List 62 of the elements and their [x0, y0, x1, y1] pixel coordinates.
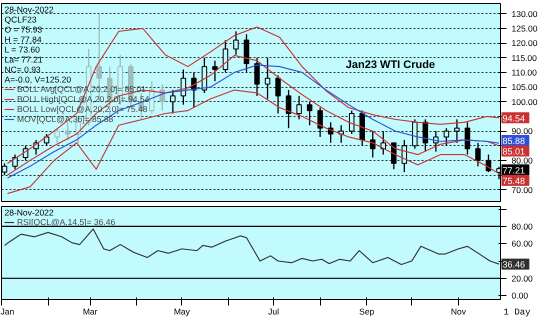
y-tick-label: 115.00: [512, 52, 538, 63]
candlestick: [348, 110, 354, 135]
y-tick-label: 80.00: [512, 155, 534, 166]
y-tick-label: 80.00: [512, 221, 534, 232]
candlestick: [475, 142, 481, 167]
y-tick-label: 120.00: [512, 38, 538, 48]
candlestick: [306, 101, 312, 126]
annotation: L = 73.60: [4, 44, 40, 54]
candlestick: [12, 154, 18, 170]
annotation: NC= 0.93: [4, 64, 41, 74]
data-label: 94.54: [502, 113, 526, 124]
x-tick-label: Sep: [359, 306, 375, 316]
y-tick-label: 60.00: [512, 238, 534, 249]
data-label: 85.88: [502, 136, 526, 146]
y-tick-label: 125.00: [512, 23, 538, 34]
annotation: 28-Nov-2022: [4, 4, 54, 14]
candlestick: [264, 57, 270, 100]
y-tick-label: 90.00: [512, 126, 534, 136]
annotation: O = 75.93: [4, 24, 42, 34]
line-series: [6, 26, 500, 164]
x-tick-label: Jul: [268, 306, 280, 316]
candlestick: [244, 34, 250, 74]
candlestick: [44, 133, 50, 146]
candlestick: [54, 128, 60, 144]
y-tick-label: 105.00: [512, 82, 538, 92]
annotation: 28-Nov-2022: [4, 208, 54, 218]
y-tick-label: 20.00: [512, 273, 534, 284]
candlestick: [464, 122, 470, 156]
y-tick-label: 70.00: [512, 184, 534, 195]
candlestick: [296, 95, 302, 120]
line-series: [4, 228, 500, 266]
candlestick: [212, 60, 218, 82]
candlestick: [412, 118, 418, 150]
annotation: La= 77.21: [4, 54, 43, 64]
data-label: 85.01: [502, 146, 526, 157]
y-tick-label: 110.00: [512, 67, 538, 78]
y-tick-label: 0.00: [512, 290, 528, 301]
candlestick: [233, 30, 239, 56]
text: Jan23 WTI Crude: [346, 58, 436, 71]
x-tick-label: Mar: [82, 306, 98, 316]
legend-label: RSI[QCL@A,14,5]= 36.46: [17, 217, 116, 227]
annotation: A=-0.0, V=125.20: [4, 74, 72, 84]
y-tick-label: 130.00: [512, 8, 538, 19]
annotation: QCLF23: [4, 14, 37, 24]
candlestick: [454, 118, 460, 144]
x-tick-label: Jan: [0, 306, 14, 316]
text: 77.21: [502, 165, 526, 176]
candlestick: [317, 106, 323, 138]
candlestick: [170, 89, 176, 114]
data-label: 36.46: [502, 260, 526, 270]
x-tick-label: May: [174, 306, 191, 316]
candlestick: [275, 74, 281, 114]
candlestick: [202, 57, 208, 94]
candlestick: [444, 128, 450, 146]
data-label: 75.48: [502, 176, 526, 186]
candlestick: [222, 40, 228, 74]
candlestick: [254, 57, 260, 97]
x-tick-label: Nov: [450, 306, 467, 316]
x-axis-title: 1 Day: [504, 308, 532, 318]
annotation: H = 77.84: [4, 34, 42, 44]
candlestick: [286, 89, 292, 129]
y-tick-label: 100.00: [512, 96, 538, 107]
